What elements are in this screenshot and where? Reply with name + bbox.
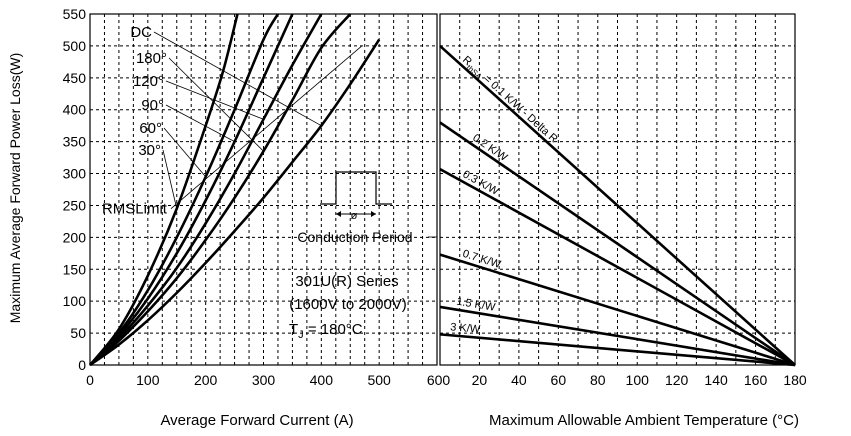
thermal-resistance-line [439,167,796,367]
arrow-head-left-icon [336,211,341,217]
annotations: ø Conduction Period 301U(R) Series (1600V t… [289,171,437,341]
y-tick-label: 100 [63,293,87,309]
curve-leader-line [163,127,206,177]
x-tick-label-left: 300 [252,372,276,388]
y-tick-label: 250 [63,197,87,213]
tj-suffix: = 180°C [304,321,363,338]
y-tick-label: 550 [63,6,87,22]
curve-label: 30° [138,142,161,159]
tj-prefix: T [289,321,298,338]
series-text: 301U(R) Series [295,273,398,290]
thermal-resistance-line [439,305,796,367]
curve-label: 120° [133,73,164,90]
x-tick-label-right: 60 [551,372,567,388]
x-tick-label-left: 200 [194,372,218,388]
left-series: DC 180° 120° 90° 60° 30° RMSLimit [88,13,381,367]
rms-limit-line [170,45,363,209]
voltage-text: (1600V to 2000V) [289,296,407,313]
curve-label: 90° [141,97,164,114]
x-tick-label-left: 100 [136,372,160,388]
curve-label: DC [130,24,152,41]
x-tick-label-left: 500 [367,372,391,388]
curve-DC-line [89,38,381,367]
y-tick-label: 400 [63,102,87,118]
thermal-resistance-label: RthSA = 0.1 K/W - Delta R [459,54,560,147]
curve-leader-line [168,57,264,152]
thermal-resistance-label: 3 K/W [450,321,481,336]
rms-limit-label: RMSLimit [102,201,168,218]
curve-180-line [89,13,352,366]
thermal-resistance-line [439,121,796,367]
curve-label: 180° [136,50,167,67]
x-tick-label-right: 160 [744,372,768,388]
thermal-resistance-line [439,333,796,367]
right-plot-frame [439,13,796,366]
curve-60-line [89,13,280,366]
x-tick-label-right: 100 [626,372,650,388]
y-tick-label: 200 [63,229,87,245]
y-tick-label: 0 [78,357,86,373]
left-plot-frame [89,13,438,366]
x-axis-label-left: Average Forward Current (A) [160,412,353,429]
left-grid [89,13,438,366]
y-tick-label: 50 [70,325,86,341]
x-tick-label-left: 0 [86,372,94,388]
curve-120-line [89,13,323,366]
x-tick-label-right: 140 [704,372,728,388]
phi-label: ø [351,210,358,222]
y-tick-label: 450 [63,70,87,86]
y-tick-label: 500 [63,38,87,54]
curve-90-line [89,13,294,366]
x-axis-label-right: Maximum Allowable Ambient Temperature (°… [489,412,799,429]
x-tick-label-right: 80 [590,372,606,388]
tick-labels: 0 50 100 150 200 250 300 350 400 450 500 550 0 100 200… [63,6,807,388]
y-tick-label: 300 [63,166,87,182]
tj-sub: J [298,329,304,341]
arrow-head-right-icon [371,211,376,217]
y-axis-label: Maximum Average Forward Power Loss(W) [7,53,23,323]
y-tick-label: 150 [63,261,87,277]
x-tick-label-right: 40 [511,372,527,388]
conduction-period-label: Conduction Period [297,229,412,245]
curve-label: 60° [139,120,162,137]
thermal-resistance-line [439,44,796,366]
x-tick-label-left: 400 [310,372,334,388]
curve-leader-line [153,31,322,127]
thermal-resistance-line [439,253,796,367]
curve-leader-line [162,149,178,209]
conduction-waveform [320,171,392,205]
y-tick-label: 350 [63,134,87,150]
tj-text: TJ = 180°C [289,321,363,341]
x-tick-label-right: 20 [472,372,488,388]
x-tick-label-left: 600 [427,372,451,388]
x-tick-label-right: 180 [783,372,807,388]
x-tick-label-right: 120 [665,372,689,388]
